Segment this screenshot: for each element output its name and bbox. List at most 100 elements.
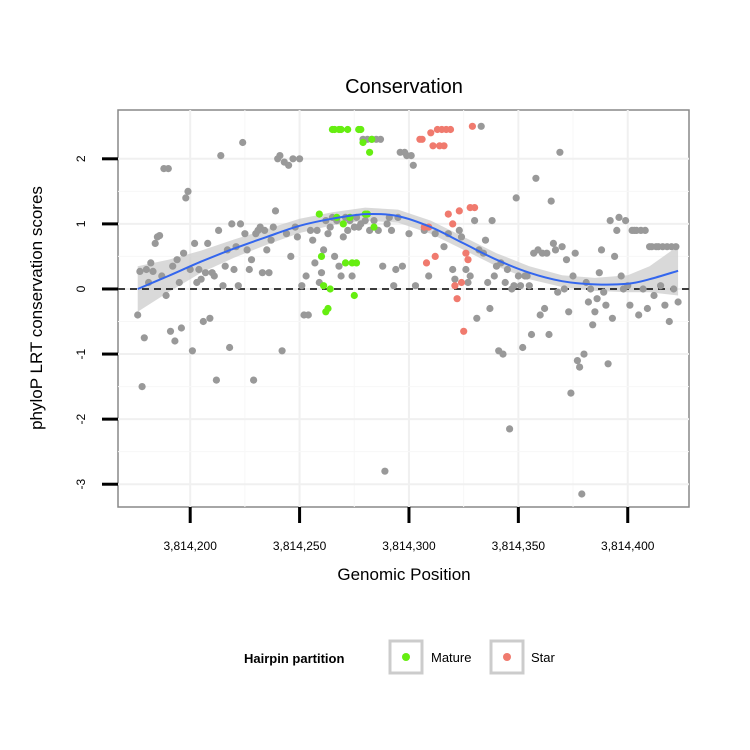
point-mature-20 — [359, 138, 367, 147]
point-star-20 — [460, 327, 468, 335]
point-other-173 — [543, 249, 551, 257]
point-other-130 — [431, 230, 439, 238]
point-other-3 — [140, 334, 148, 342]
point-other-47 — [236, 220, 245, 228]
point-other-198 — [597, 246, 606, 254]
point-other-42 — [226, 343, 234, 352]
point-other-23 — [184, 187, 192, 195]
point-other-207 — [617, 272, 625, 280]
y-tick-label-4: 1 — [74, 220, 88, 227]
legend-entry-mature: Mature — [388, 639, 471, 675]
x-axis-ticks: 3,814,200 3,814,250 3,814,300 3,814,350 3,81… — [164, 507, 655, 553]
point-star-16 — [451, 282, 459, 290]
point-other-26 — [191, 239, 199, 247]
point-other-19 — [175, 278, 183, 287]
point-other-4 — [142, 265, 150, 274]
x-tick-label-3: 3,814,350 — [492, 539, 546, 553]
plot-panel — [117, 109, 690, 508]
point-other-222 — [650, 291, 658, 300]
point-other-231 — [670, 285, 678, 293]
point-other-187 — [573, 357, 582, 365]
point-other-193 — [587, 285, 595, 293]
point-mature-23 — [366, 148, 374, 156]
point-mature-10 — [337, 125, 345, 134]
point-other-202 — [606, 217, 614, 225]
point-star-5 — [427, 129, 435, 137]
point-other-209 — [622, 217, 630, 225]
x-tick-label-2: 3,814,300 — [382, 539, 436, 553]
y-tick-label-3: 0 — [74, 285, 88, 292]
point-mature-5 — [326, 285, 334, 293]
point-star-3 — [422, 259, 431, 267]
point-star-6 — [429, 142, 437, 150]
legend: Hairpin partition Mature Star — [244, 639, 556, 675]
point-other-31 — [201, 269, 210, 277]
point-other-147 — [486, 304, 494, 313]
point-other-201 — [604, 360, 612, 368]
point-other-145 — [481, 236, 490, 244]
point-other-138 — [464, 278, 472, 287]
point-star-11 — [440, 142, 448, 150]
point-other-51 — [245, 265, 253, 274]
legend-label-star: Star — [531, 650, 556, 665]
point-other-164 — [523, 272, 531, 280]
point-other-183 — [565, 308, 573, 316]
point-other-184 — [567, 389, 575, 397]
point-other-21 — [180, 249, 188, 257]
point-other-6 — [147, 259, 155, 267]
point-other-50 — [243, 246, 251, 254]
point-other-80 — [309, 236, 317, 244]
point-other-177 — [551, 246, 560, 254]
point-other-10 — [156, 232, 164, 240]
point-other-166 — [527, 330, 536, 339]
data-points-layer — [134, 122, 682, 498]
point-star-25 — [471, 204, 479, 212]
point-other-199 — [600, 288, 608, 296]
point-other-232 — [672, 243, 680, 251]
legend-dot-star — [503, 653, 511, 661]
point-other-165 — [525, 282, 533, 290]
point-other-29 — [197, 275, 205, 283]
point-star-19 — [457, 278, 466, 287]
point-other-190 — [580, 350, 588, 358]
point-other-59 — [263, 246, 271, 254]
point-other-140 — [471, 217, 479, 225]
point-other-87 — [324, 230, 332, 238]
smooth-curve-layer — [137, 212, 679, 290]
point-mature-4 — [324, 304, 332, 313]
point-other-40 — [221, 262, 229, 270]
point-other-77 — [302, 272, 310, 280]
point-other-148 — [488, 217, 496, 225]
point-other-70 — [287, 252, 295, 260]
point-mature-17 — [352, 259, 361, 267]
point-other-17 — [171, 337, 179, 345]
point-other-133 — [449, 265, 457, 274]
point-other-137 — [462, 265, 470, 274]
point-other-124 — [405, 230, 413, 238]
point-other-32 — [204, 239, 212, 247]
point-other-114 — [383, 220, 391, 228]
legend-label-mature: Mature — [431, 650, 471, 665]
point-other-53 — [250, 376, 258, 384]
point-mature-16 — [350, 291, 358, 300]
y-tick-label-1: -2 — [74, 413, 88, 424]
point-other-2 — [138, 383, 146, 391]
point-other-78 — [304, 311, 312, 319]
point-other-227 — [661, 301, 669, 309]
confidence-ribbon-layer — [137, 207, 679, 312]
point-mature-12 — [341, 259, 350, 267]
point-other-203 — [608, 314, 617, 322]
point-other-74 — [296, 155, 304, 163]
point-other-146 — [484, 278, 492, 287]
y-tick-label-5: 2 — [74, 155, 88, 162]
y-axis-ticks: -3 -2 -1 0 1 2 — [74, 155, 118, 490]
point-other-195 — [591, 308, 599, 316]
point-other-168 — [532, 174, 540, 182]
point-other-73 — [293, 233, 301, 241]
point-other-125 — [407, 152, 415, 160]
point-other-57 — [258, 269, 266, 277]
point-other-170 — [536, 311, 544, 319]
point-other-206 — [615, 213, 623, 221]
point-star-21 — [462, 249, 470, 257]
point-other-154 — [501, 278, 509, 287]
